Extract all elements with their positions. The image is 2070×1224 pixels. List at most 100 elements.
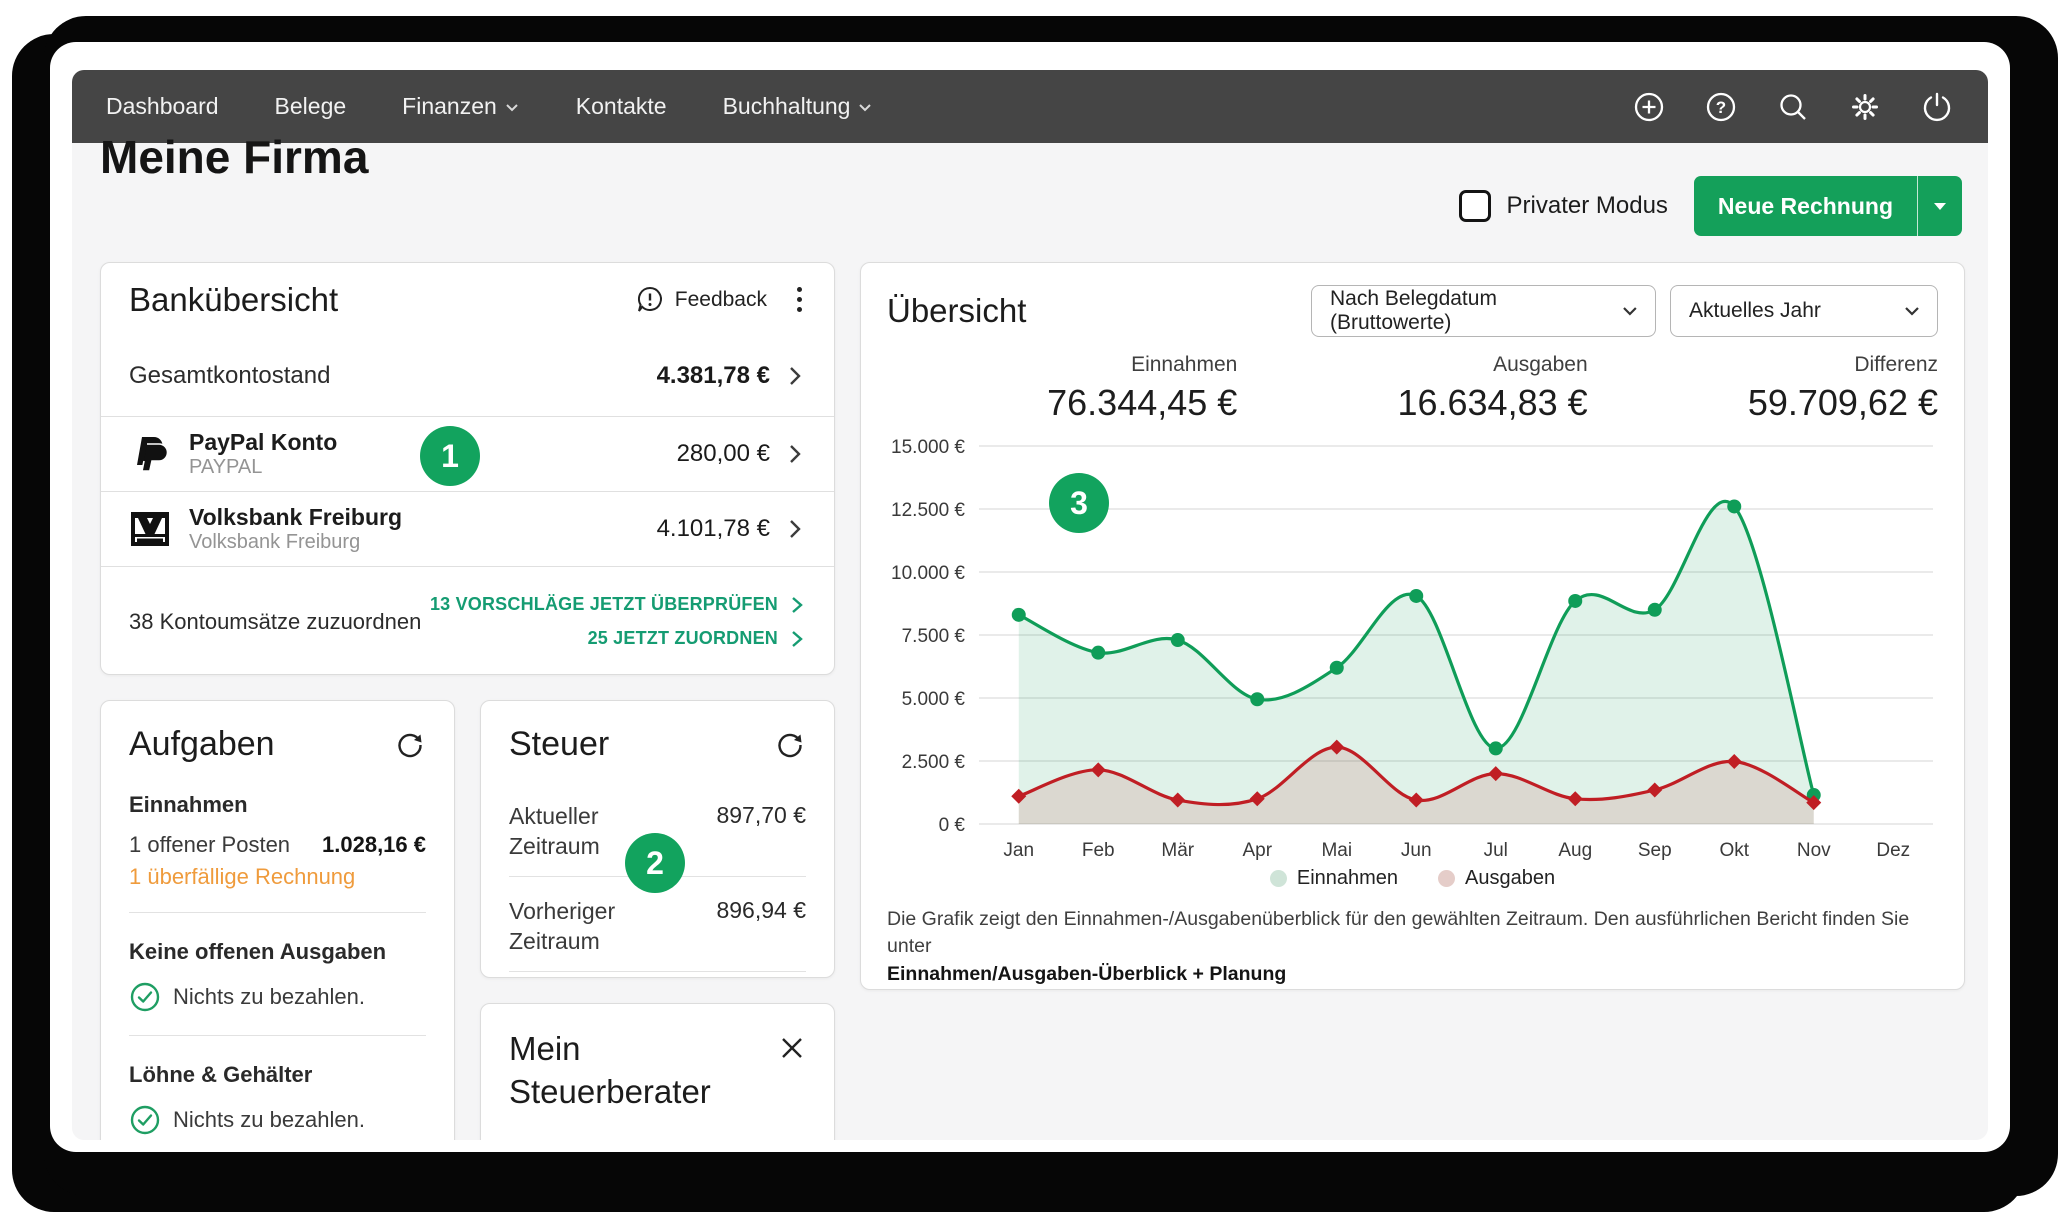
- app-screenshot: Dashboard Belege Finanzen Kontakte: [0, 0, 2070, 1224]
- total-balance-value: 4.381,78 €: [657, 362, 770, 390]
- help-icon[interactable]: ?: [1704, 90, 1738, 124]
- overview-stats: Einnahmen 76.344,45 € Ausgaben 16.634,83…: [887, 353, 1938, 424]
- link-label: 13 VORSCHLÄGE JETZT ÜBERPRÜFEN: [430, 594, 778, 615]
- bank-card-header: Bankübersicht Feedback: [101, 263, 834, 336]
- tax-period-label: Vorheriger Zeitraum: [509, 897, 669, 957]
- svg-text:Jan: Jan: [1003, 840, 1034, 861]
- legend-dot-einnahmen: [1270, 870, 1287, 887]
- chart-footnote: Die Grafik zeigt den Einnahmen-/Ausgaben…: [887, 906, 1938, 961]
- assign-now-link[interactable]: 25 JETZT ZUORDNEN: [588, 628, 806, 650]
- annotation-badge-3: 3: [1049, 473, 1109, 533]
- app-panel: Dashboard Belege Finanzen Kontakte: [72, 70, 1988, 1140]
- nav-label: Finanzen: [402, 93, 497, 120]
- tax-period-value: 897,70 €: [716, 802, 806, 829]
- feedback-bubble-icon: [635, 285, 665, 315]
- value-mode-selected: Nach Belegdatum (Bruttowerte): [1330, 287, 1621, 335]
- advisor-teaser-text: Gewähren Sie Ihrem Steuerberater: [509, 1136, 806, 1140]
- account-subtitle: PAYPAL: [189, 455, 337, 479]
- nav-item-dashboard[interactable]: Dashboard: [106, 93, 219, 120]
- divider: [129, 1035, 426, 1036]
- expenses-section-header: Keine offenen Ausgaben: [129, 939, 426, 965]
- svg-text:7.500 €: 7.500 €: [902, 626, 966, 647]
- tax-card: 2 Steuer Aktueller Zeitraum 897,70 €: [480, 700, 835, 978]
- account-balance: 280,00 €: [677, 440, 770, 468]
- new-invoice-dropdown-button[interactable]: [1917, 176, 1962, 236]
- status-text: Nichts zu bezahlen.: [173, 984, 365, 1010]
- stat-label: Differenz: [1588, 353, 1938, 377]
- advisor-card-title: Mein Steuerberater: [509, 1028, 749, 1114]
- chevron-right-icon: [784, 441, 806, 467]
- chevron-down-icon: [1621, 305, 1639, 317]
- stat-value: 16.634,83 €: [1237, 382, 1587, 424]
- chevron-down-icon: [857, 101, 873, 113]
- stat-value: 76.344,45 €: [887, 382, 1237, 424]
- overdue-invoice-link[interactable]: 1 überfällige Rechnung: [129, 864, 426, 890]
- open-item-value: 1.028,16 €: [322, 832, 426, 858]
- private-mode-checkbox[interactable]: [1459, 190, 1491, 222]
- page-title: Meine Firma: [100, 130, 368, 184]
- close-icon[interactable]: [778, 1034, 806, 1067]
- chart-legend: Einnahmen Ausgaben: [887, 867, 1938, 890]
- svg-text:12.500 €: 12.500 €: [891, 500, 965, 521]
- svg-text:0 €: 0 €: [939, 815, 966, 836]
- svg-text:15.000 €: 15.000 €: [891, 437, 965, 458]
- refresh-icon[interactable]: [394, 729, 426, 766]
- value-mode-select[interactable]: Nach Belegdatum (Bruttowerte): [1311, 285, 1656, 337]
- account-balance: 4.101,78 €: [657, 515, 770, 543]
- period-selected: Aktuelles Jahr: [1689, 299, 1821, 323]
- feedback-button[interactable]: Feedback: [635, 285, 767, 315]
- header-controls: Privater Modus Neue Rechnung: [1459, 176, 1962, 236]
- nav-item-belege[interactable]: Belege: [275, 93, 347, 120]
- caret-down-icon: [1931, 200, 1949, 212]
- legend-einnahmen: Einnahmen: [1270, 867, 1398, 890]
- new-invoice-split-button: Neue Rechnung: [1694, 176, 1962, 236]
- plus-circle-icon[interactable]: [1632, 90, 1666, 124]
- bank-card-title: Bankübersicht: [129, 281, 338, 319]
- nav-item-buchhaltung[interactable]: Buchhaltung: [723, 93, 874, 120]
- nav-item-finanzen[interactable]: Finanzen: [402, 93, 520, 120]
- review-suggestions-link[interactable]: 13 VORSCHLÄGE JETZT ÜBERPRÜFEN: [430, 594, 806, 616]
- tax-card-title: Steuer: [509, 725, 609, 764]
- account-name: PayPal Konto: [189, 429, 337, 455]
- tasks-card: Aufgaben Einnahmen 1 offener Posten 1.02…: [100, 700, 455, 1140]
- nav-label: Buchhaltung: [723, 93, 851, 120]
- link-label: 25 JETZT ZUORDNEN: [588, 628, 778, 649]
- kebab-menu-icon[interactable]: [793, 283, 806, 316]
- tasks-card-title: Aufgaben: [129, 725, 275, 764]
- volksbank-icon: [129, 508, 175, 550]
- svg-text:Nov: Nov: [1797, 840, 1831, 861]
- chevron-right-icon: [784, 516, 806, 542]
- account-row-volksbank[interactable]: Volksbank Freiburg Volksbank Freiburg 4.…: [101, 491, 834, 566]
- feedback-label: Feedback: [675, 288, 767, 312]
- private-mode-toggle[interactable]: Privater Modus: [1459, 190, 1668, 222]
- app-window: Dashboard Belege Finanzen Kontakte: [50, 42, 2010, 1152]
- open-item-label: 1 offener Posten: [129, 832, 290, 858]
- new-invoice-button[interactable]: Neue Rechnung: [1694, 176, 1917, 236]
- svg-text:Sep: Sep: [1638, 840, 1672, 861]
- legend-dot-ausgaben: [1438, 870, 1455, 887]
- annotation-badge-1: 1: [420, 426, 480, 486]
- period-select[interactable]: Aktuelles Jahr: [1670, 285, 1938, 337]
- open-item-row: 1 offener Posten 1.028,16 €: [129, 832, 426, 858]
- assign-transactions-row: 38 Kontoumsätze zuzuordnen 13 VORSCHLÄGE…: [101, 566, 834, 676]
- chevron-down-icon: [1903, 305, 1921, 317]
- chart-footnote-link[interactable]: Einnahmen/Ausgaben-Überblick + Planung: [887, 963, 1938, 986]
- stat-ausgaben: Ausgaben 16.634,83 €: [1237, 353, 1587, 424]
- nav-label: Belege: [275, 93, 347, 120]
- svg-text:Dez: Dez: [1876, 840, 1910, 861]
- search-icon[interactable]: [1776, 90, 1810, 124]
- refresh-icon[interactable]: [774, 729, 806, 766]
- power-icon[interactable]: [1920, 90, 1954, 124]
- svg-text:Okt: Okt: [1719, 840, 1749, 861]
- nav-label: Kontakte: [576, 93, 667, 120]
- overview-card-title: Übersicht: [887, 292, 1026, 330]
- svg-text:Mai: Mai: [1321, 840, 1352, 861]
- stat-einnahmen: Einnahmen 76.344,45 €: [887, 353, 1237, 424]
- total-balance-row[interactable]: Gesamtkontostand 4.381,78 €: [101, 336, 834, 416]
- nav-label: Dashboard: [106, 93, 219, 120]
- salaries-section-header: Löhne & Gehälter: [129, 1062, 426, 1088]
- settings-icon[interactable]: [1848, 90, 1882, 124]
- nav-item-kontakte[interactable]: Kontakte: [576, 93, 667, 120]
- stat-differenz: Differenz 59.709,62 €: [1588, 353, 1938, 424]
- svg-text:5.000 €: 5.000 €: [902, 689, 966, 710]
